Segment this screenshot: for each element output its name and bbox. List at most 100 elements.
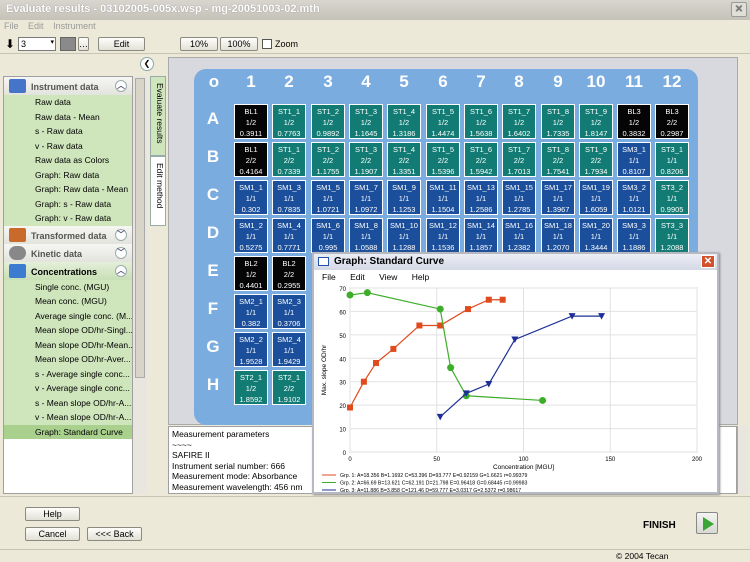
sidebar-item[interactable]: Raw data [35,97,71,107]
plate-well[interactable]: SM2_3 1/1 0.3706 [272,294,306,329]
cancel-button[interactable]: Cancel [25,527,80,541]
help-button[interactable]: Help [25,507,80,521]
plate-well[interactable]: BL3 1/2 0.3832 [617,104,651,139]
menu-file[interactable]: File [4,21,19,31]
sidebar-item[interactable]: s - Raw data [35,126,83,136]
edit-button[interactable]: Edit [98,37,145,51]
sidebar-scrollbar[interactable] [133,76,147,494]
plate-well[interactable]: ST1_6 2/2 1.5942 [464,142,498,177]
sidebar-item[interactable]: Raw data as Colors [35,155,110,165]
sidebar-item[interactable]: Graph: Raw data [35,169,100,180]
plate-well[interactable]: ST1_9 2/2 1.7934 [579,142,613,177]
graph-menu-file[interactable]: File [322,272,336,282]
plate-well[interactable]: SM3_2 1/1 1.0121 [617,180,651,215]
zoom-checkbox[interactable] [262,39,272,49]
sidebar-item[interactable]: Mean slope OD/hr-Aver... [35,354,131,364]
finish-button[interactable] [696,512,718,534]
sidebar-item[interactable]: v - Raw data [35,140,83,151]
sidebar-item[interactable]: Graph: v - Raw data [35,213,112,223]
plate-well[interactable]: ST1_4 1/2 1.3186 [387,104,421,139]
plate-well[interactable]: SM1_9 1/1 1.1253 [387,180,421,215]
chevron-down-icon[interactable]: ﹀ [115,246,127,259]
plate-well[interactable]: ST1_3 2/2 1.1907 [349,142,383,177]
menu-instrument[interactable]: Instrument [53,21,96,31]
plate-well[interactable]: SM2_2 1/1 1.9528 [234,332,268,367]
plate-well[interactable]: ST1_3 1/2 1.1645 [349,104,383,139]
plate-well[interactable]: BL1 2/2 0.4164 [234,142,268,177]
plate-well[interactable]: SM1_3 1/1 0.7835 [272,180,306,215]
plate-well[interactable]: ST1_8 1/2 1.7335 [541,104,575,139]
sidebar-item[interactable]: Average single conc. (M... [35,310,132,321]
plate-well[interactable]: BL1 1/2 0.3911 [234,104,268,139]
plate-well[interactable]: SM1_17 1/1 1.3967 [541,180,575,215]
plate-well[interactable]: ST1_8 2/2 1.7541 [541,142,575,177]
collapse-panel-button[interactable]: ❮ [140,57,154,71]
back-button[interactable]: <<< Back [87,527,142,541]
plate-well[interactable]: BL2 1/2 0.4401 [234,256,268,291]
plate-well[interactable]: SM3_1 1/1 0.8107 [617,142,651,177]
plate-well[interactable]: SM1_15 1/1 1.2785 [502,180,536,215]
plate-well[interactable]: SM1_20 1/1 1.3444 [579,218,613,253]
plate-well[interactable]: ST3_3 1/1 1.2088 [655,218,689,253]
sidebar-item[interactable]: v - Mean slope OD/hr-A... [35,412,132,422]
down-arrow-icon[interactable]: ⬇ [5,37,16,51]
sidebar-item[interactable]: Single conc. (MGU) [35,281,110,292]
plate-well[interactable]: BL2 2/2 0.2955 [272,256,306,291]
plate-well[interactable]: SM1_4 1/1 0.7771 [272,218,306,253]
menu-edit[interactable]: Edit [28,21,44,31]
color-swatch[interactable] [60,37,76,51]
plate-well[interactable]: SM1_8 1/1 1.0588 [349,218,383,253]
more-button[interactable]: … [78,37,89,51]
graph-menu-view[interactable]: View [379,272,398,282]
chevron-up-icon[interactable]: ︿ [115,264,127,277]
scrollbar-thumb[interactable] [135,78,145,378]
plate-well[interactable]: ST1_7 2/2 1.7013 [502,142,536,177]
plate-well[interactable]: SM1_2 1/1 0.5275 [234,218,268,253]
plate-well[interactable]: SM1_7 1/1 1.0972 [349,180,383,215]
plate-well[interactable]: ST2_1 1/2 1.8592 [234,370,268,405]
plate-well[interactable]: ST1_9 1/2 1.8147 [579,104,613,139]
plate-well[interactable]: SM1_11 1/1 1.1504 [426,180,460,215]
plate-well[interactable]: SM3_3 1/1 1.1886 [617,218,651,253]
params-scrollbar[interactable] [737,426,748,494]
plate-well[interactable]: ST1_2 2/2 1.1755 [311,142,345,177]
zoom-10-button[interactable]: 10% [180,37,218,51]
sidebar-item[interactable]: Mean conc. (MGU) [35,296,107,306]
plate-well[interactable]: SM1_12 1/1 1.1536 [426,218,460,253]
plate-well[interactable]: ST3_1 1/1 0.8206 [655,142,689,177]
sidebar-item[interactable]: Raw data - Mean [35,111,100,122]
plate-well[interactable]: ST1_1 1/2 0.7763 [272,104,306,139]
plate-well[interactable]: SM1_6 1/1 0.995 [311,218,345,253]
plate-well[interactable]: SM1_18 1/1 1.2070 [541,218,575,253]
plate-well[interactable]: ST1_6 1/2 1.5638 [464,104,498,139]
sidebar-item[interactable]: Graph: Raw data - Mean [35,184,129,194]
chevron-up-icon[interactable]: ︿ [115,80,127,92]
plate-well[interactable]: SM1_14 1/1 1.1857 [464,218,498,253]
plate-well[interactable]: BL3 2/2 0.2987 [655,104,689,139]
sidebar-item[interactable]: s - Average single conc... [35,368,130,379]
plate-well[interactable]: ST3_2 1/1 0.9905 [655,180,689,215]
tab-evaluate-results[interactable]: Evaluate results [150,76,166,156]
spin-input[interactable]: 3 ▾ [18,37,56,51]
graph-close-button[interactable]: ✕ [701,255,715,268]
section-kinetic-data[interactable]: Kinetic data ﹀ [4,243,132,262]
plate-well[interactable]: ST1_7 1/2 1.6402 [502,104,536,139]
plate-well[interactable]: ST1_1 2/2 0.7339 [272,142,306,177]
plate-well[interactable]: ST2_1 2/2 1.9102 [272,370,306,405]
section-concentrations[interactable]: Concentrations ︿ [4,261,132,280]
sidebar-item[interactable]: v - Average single conc... [35,383,130,393]
sidebar-item[interactable]: Graph: Standard Curve [4,424,132,439]
plate-well[interactable]: SM1_16 1/1 1.2382 [502,218,536,253]
plate-well[interactable]: ST1_5 2/2 1.5396 [426,142,460,177]
graph-menu-help[interactable]: Help [411,272,430,282]
plate-well[interactable]: ST1_2 1/2 0.9892 [311,104,345,139]
plate-well[interactable]: SM1_1 1/1 0.302 [234,180,268,215]
plate-well[interactable]: SM1_13 1/1 1.2586 [464,180,498,215]
section-transformed-data[interactable]: Transformed data ﹀ [4,225,132,244]
sidebar-item[interactable]: s - Mean slope OD/hr-A... [35,397,132,408]
close-button[interactable]: ✕ [731,2,747,17]
plate-well[interactable]: SM1_5 1/1 1.0721 [311,180,345,215]
plate-well[interactable]: SM1_19 1/1 1.6059 [579,180,613,215]
sidebar-item[interactable]: Mean slope OD/hr-Mean... [35,339,132,350]
zoom-100-button[interactable]: 100% [220,37,258,51]
